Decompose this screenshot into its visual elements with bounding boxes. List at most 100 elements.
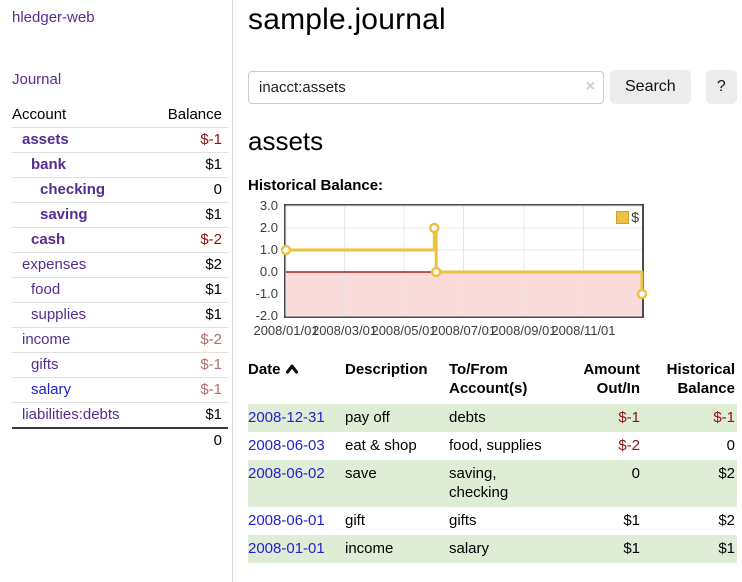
sidebar-account-link[interactable]: cash bbox=[31, 231, 66, 248]
chevron-up-icon bbox=[285, 361, 299, 380]
account-balance: $1 bbox=[150, 302, 228, 328]
account-balance: $-2 bbox=[150, 227, 228, 253]
account-row: checking 0 bbox=[12, 177, 228, 203]
chart-plot-area: $ bbox=[280, 204, 648, 318]
account-row: cash $-2 bbox=[12, 227, 228, 253]
account-balance: $-2 bbox=[150, 327, 228, 353]
account-balance: $1 bbox=[150, 202, 228, 228]
x-axis-tick-label: 2008/01/01 bbox=[253, 323, 319, 338]
transaction-accounts: debts bbox=[449, 409, 486, 426]
transaction-date-link[interactable]: 2008-01-01 bbox=[248, 540, 325, 557]
sidebar-item-journal[interactable]: Journal bbox=[12, 71, 62, 88]
account-balance: $-1 bbox=[150, 377, 228, 403]
main-content: sample.journal × Search ? assets Histori… bbox=[248, 0, 737, 563]
register-col-balance: Historical Balance bbox=[666, 361, 735, 397]
transaction-description: eat & shop bbox=[345, 437, 417, 454]
transaction-accounts: gifts bbox=[449, 512, 477, 529]
search-input[interactable] bbox=[248, 70, 604, 104]
x-axis-tick-label: 2008/07/01 bbox=[430, 323, 497, 338]
y-axis-tick-label: 1.0 bbox=[259, 242, 278, 257]
transaction-date-link[interactable]: 2008-06-01 bbox=[248, 512, 325, 529]
sidebar-account-link[interactable]: supplies bbox=[31, 306, 87, 323]
register-col-date[interactable]: Date bbox=[248, 356, 345, 404]
brand-link[interactable]: hledger-web bbox=[12, 9, 95, 26]
transaction-accounts: food, supplies bbox=[449, 437, 542, 454]
accounts-total-row: 0 bbox=[12, 427, 228, 453]
y-axis-tick-label: 0.0 bbox=[259, 264, 278, 279]
account-balance: $2 bbox=[150, 252, 228, 278]
account-balance: $1 bbox=[150, 152, 228, 178]
sidebar-account-link[interactable]: food bbox=[31, 281, 61, 298]
register-row: 2008-06-01 gift gifts $1 $2 bbox=[248, 507, 737, 535]
sidebar-account-link[interactable]: liabilities:debts bbox=[22, 406, 120, 423]
x-axis-tick-label: 2008/03/01 bbox=[311, 323, 378, 338]
transaction-amount: $-2 bbox=[618, 437, 640, 454]
sidebar-account-link[interactable]: income bbox=[22, 331, 71, 348]
sidebar-account-link[interactable]: gifts bbox=[31, 356, 59, 373]
transaction-date-link[interactable]: 2008-06-02 bbox=[248, 465, 325, 482]
accounts-total-value: 0 bbox=[150, 427, 228, 453]
account-balance: $1 bbox=[150, 402, 228, 428]
sidebar-account-link[interactable]: salary bbox=[31, 381, 72, 398]
y-axis-tick-label: -1.0 bbox=[255, 286, 278, 301]
account-balance: $1 bbox=[150, 277, 228, 303]
chart-legend: $ bbox=[616, 209, 639, 225]
transaction-amount: $-1 bbox=[618, 409, 640, 426]
register-col-accounts: To/From Account(s) bbox=[449, 361, 528, 397]
transaction-amount: 0 bbox=[631, 465, 640, 482]
legend-label: $ bbox=[631, 209, 639, 225]
account-row: supplies $1 bbox=[12, 302, 228, 328]
transaction-description: gift bbox=[345, 512, 366, 529]
account-row: saving $1 bbox=[12, 202, 228, 228]
sidebar-account-link[interactable]: checking bbox=[40, 181, 106, 198]
sidebar-account-link[interactable]: assets bbox=[22, 131, 69, 148]
account-row: gifts $-1 bbox=[12, 352, 228, 378]
balance-chart: $ 3.0 2.0 1.0 0.0 -1.0 -2.0 2008/01/01 2008/03/… bbox=[248, 196, 648, 344]
account-row: food $1 bbox=[12, 277, 228, 303]
register-row: 2008-06-02 save saving, checking 0 $2 bbox=[248, 460, 737, 507]
account-row: liabilities:debts $1 bbox=[12, 402, 228, 428]
legend-swatch-icon bbox=[616, 210, 630, 224]
account-row: salary $-1 bbox=[12, 377, 228, 403]
transaction-date-link[interactable]: 2008-12-31 bbox=[248, 409, 325, 426]
transaction-balance: $2 bbox=[718, 465, 735, 482]
account-balance: $-1 bbox=[150, 352, 228, 378]
register-row: 2008-06-03 eat & shop food, supplies $-2 0 bbox=[248, 432, 737, 460]
transaction-balance: $-1 bbox=[713, 409, 735, 426]
account-balance: 0 bbox=[150, 177, 228, 203]
accounts-col-balance: Balance bbox=[167, 106, 222, 123]
account-balance: $-1 bbox=[150, 127, 228, 153]
search-button[interactable]: Search bbox=[610, 70, 691, 104]
accounts-col-account: Account bbox=[12, 106, 67, 123]
y-axis-tick-label: -2.0 bbox=[255, 308, 278, 323]
transaction-amount: $1 bbox=[623, 512, 640, 529]
x-axis-tick-label: 2008/11/01 bbox=[551, 323, 616, 338]
y-axis-tick-label: 2.0 bbox=[259, 220, 278, 235]
sidebar-account-link[interactable]: saving bbox=[40, 206, 88, 223]
chart-label: Historical Balance: bbox=[248, 177, 384, 194]
help-button[interactable]: ? bbox=[705, 70, 737, 104]
accounts-table: Account Balance assets $-1 bank $1 checking 0… bbox=[12, 103, 228, 453]
clear-search-icon[interactable]: × bbox=[585, 77, 595, 95]
account-row: income $-2 bbox=[12, 327, 228, 353]
transaction-description: pay off bbox=[345, 409, 390, 426]
register-col-amount: Amount Out/In bbox=[583, 361, 640, 397]
register-table: Date Description To/From Account(s) Amou… bbox=[248, 356, 737, 563]
page-title: sample.journal bbox=[248, 3, 446, 36]
sidebar-account-link[interactable]: expenses bbox=[22, 256, 87, 273]
x-axis-tick-label: 2008/05/01 bbox=[371, 323, 437, 338]
transaction-amount: $1 bbox=[623, 540, 640, 557]
transaction-description: save bbox=[345, 465, 377, 482]
sidebar: hledger-web Journal Account Balance asse… bbox=[0, 0, 233, 582]
account-row: bank $1 bbox=[12, 152, 228, 178]
transaction-balance: 0 bbox=[726, 437, 735, 454]
transaction-accounts: salary bbox=[449, 540, 490, 557]
register-row: 2008-01-01 income salary $1 $1 bbox=[248, 535, 737, 563]
transaction-date-link[interactable]: 2008-06-03 bbox=[248, 437, 325, 454]
sidebar-account-link[interactable]: bank bbox=[31, 156, 67, 173]
search-bar: × Search ? bbox=[248, 70, 737, 104]
register-row: 2008-12-31 pay off debts $-1 $-1 bbox=[248, 404, 737, 432]
register-col-description: Description bbox=[345, 361, 428, 378]
x-axis-tick-label: 2008/09/01 bbox=[491, 323, 557, 338]
transaction-accounts: saving, checking bbox=[449, 465, 509, 501]
